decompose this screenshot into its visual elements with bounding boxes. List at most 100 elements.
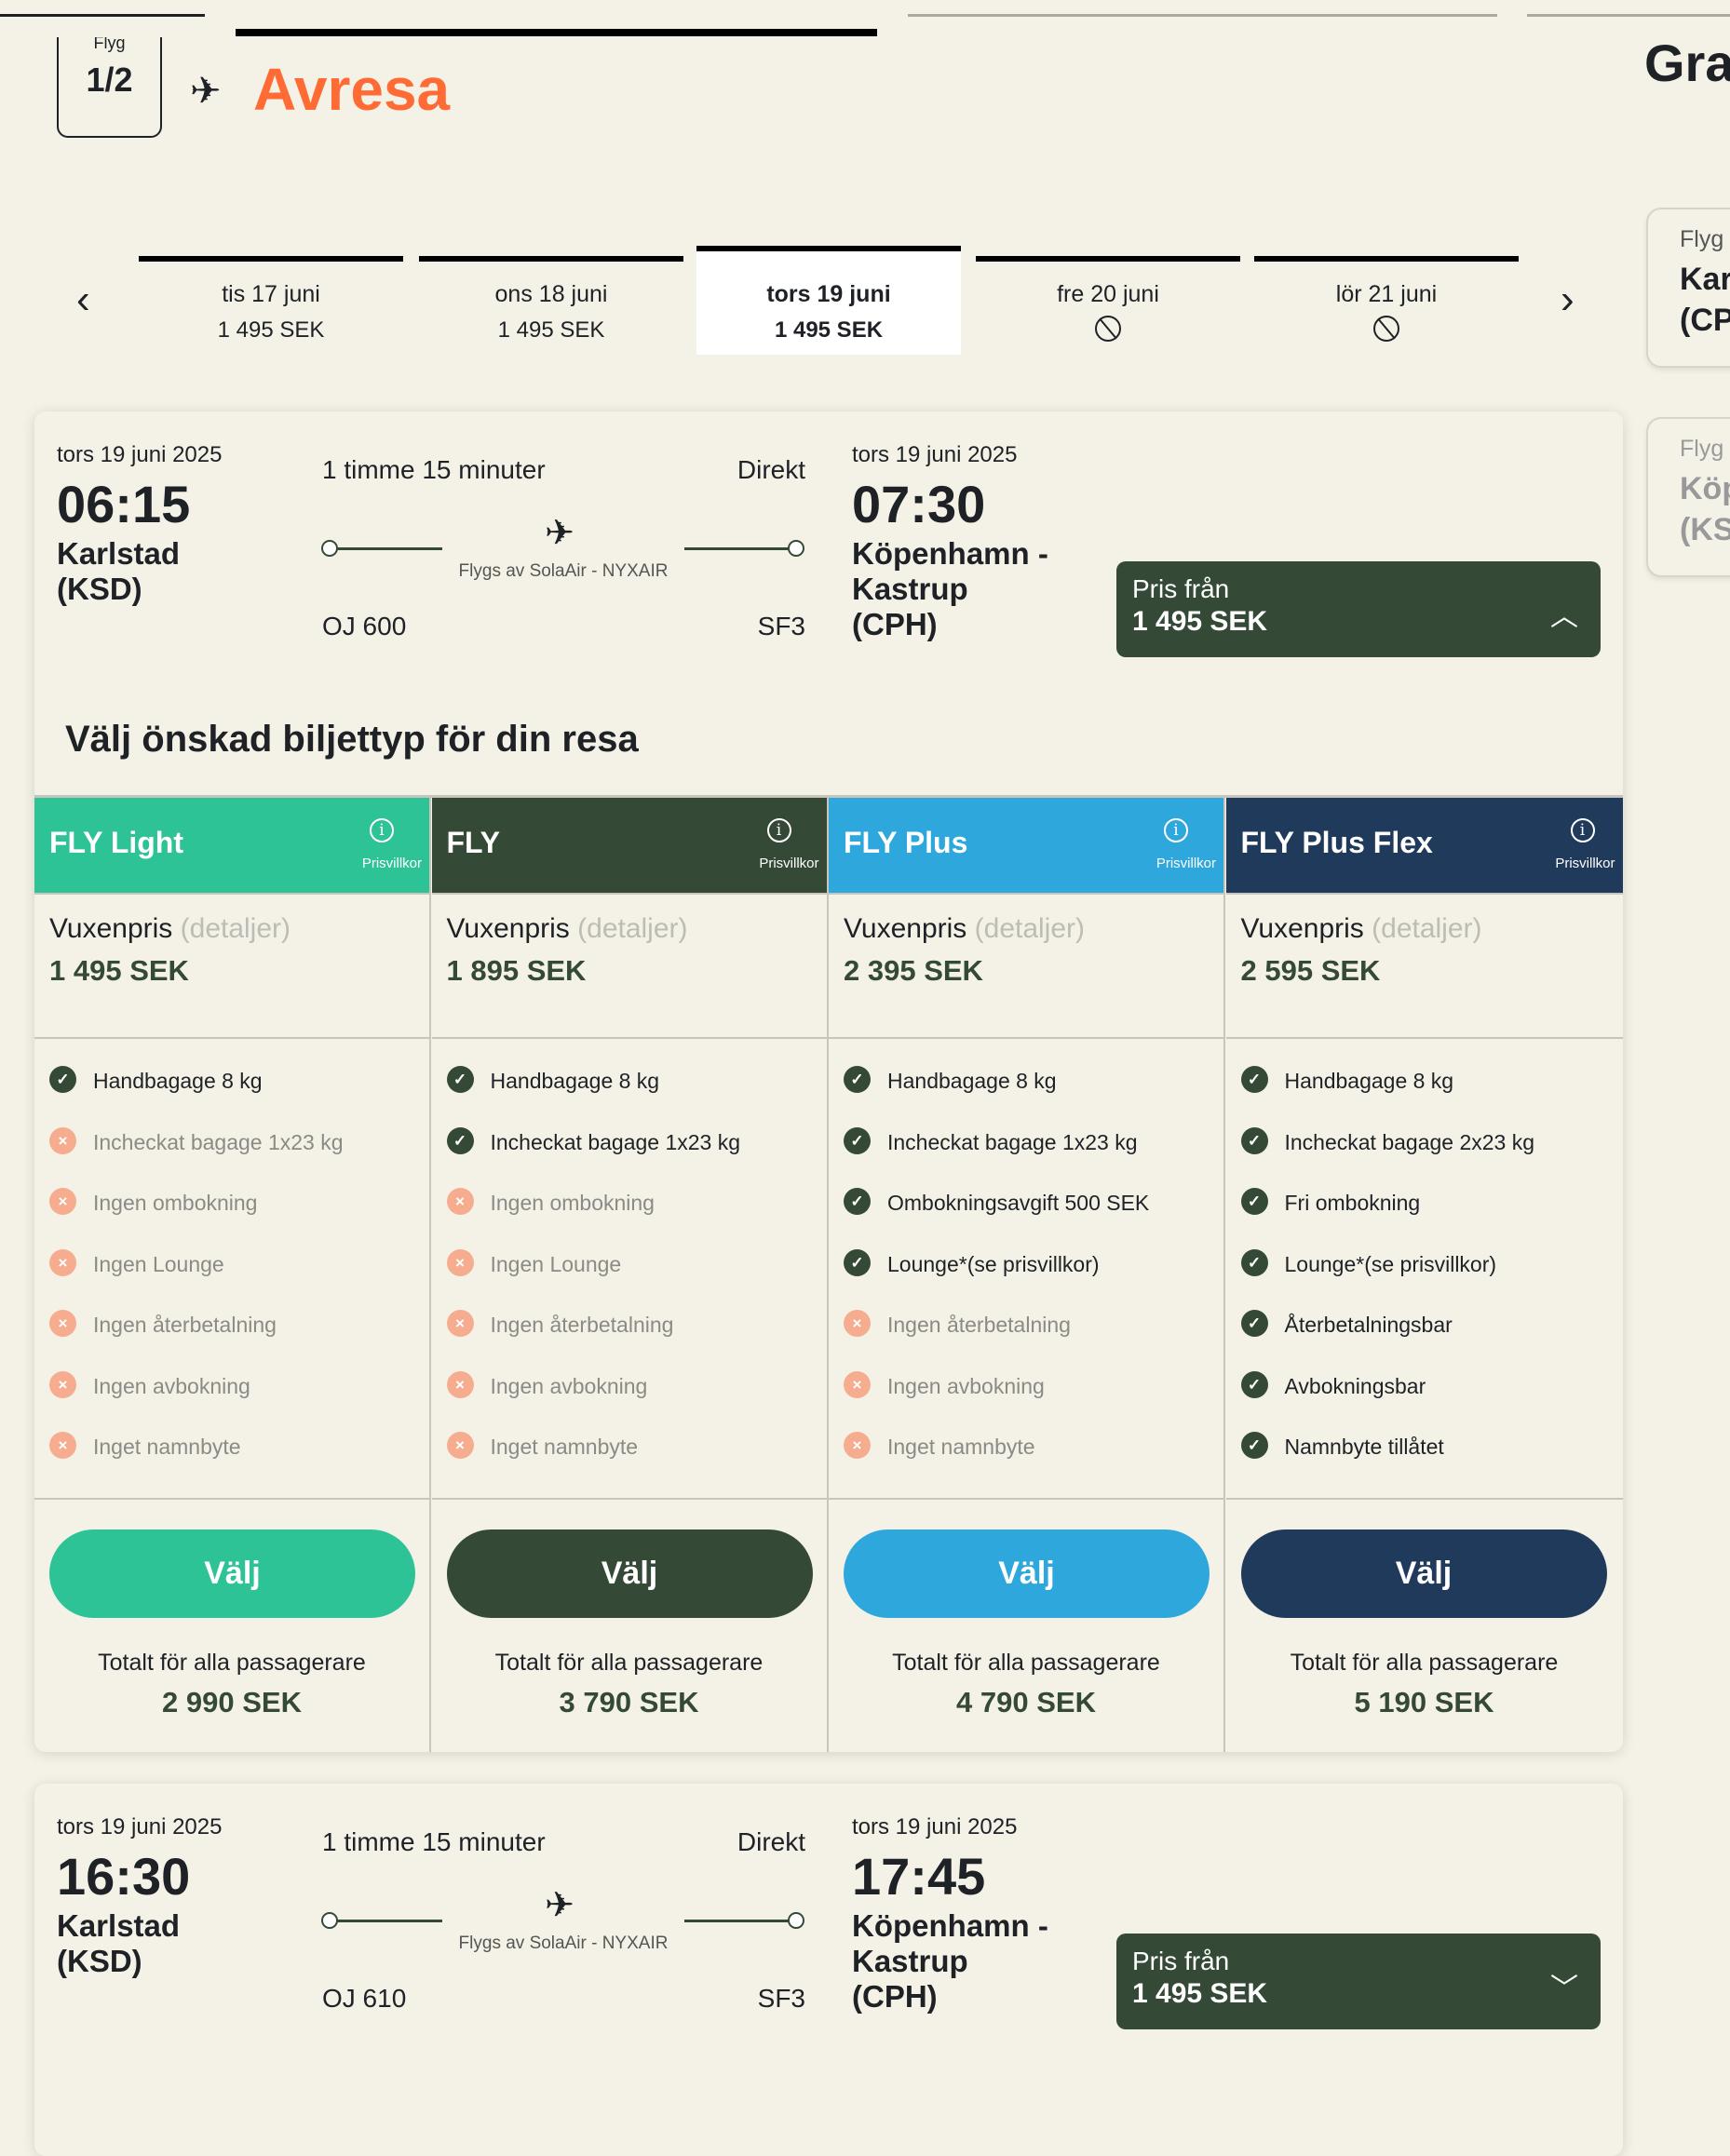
feature-text: Ingen Lounge xyxy=(93,1251,224,1276)
plane-icon: ✈ xyxy=(545,514,574,553)
fare-column: FLY i Prisvillkor Vuxenpris (detaljer) 1… xyxy=(431,798,829,1752)
check-circle-icon: ✓ xyxy=(1240,1310,1268,1337)
arrival-city: Köpenhamn - xyxy=(852,1908,1048,1943)
x-circle-icon: × xyxy=(844,1310,871,1337)
departure-city: Karlstad xyxy=(57,1908,181,1943)
feature-text: Ingen ombokning xyxy=(93,1191,258,1215)
x-circle-icon: × xyxy=(49,1188,76,1215)
prev-dates-chevron-left-icon[interactable]: ‹ xyxy=(76,276,90,322)
date-tab-date: lör 21 juni xyxy=(1335,281,1438,307)
summary-route: Kar xyxy=(1680,262,1730,297)
page-title: Avresa xyxy=(253,56,451,123)
price-from-button[interactable]: Pris från 1 495 SEK ︿ xyxy=(1116,561,1601,657)
flight-index-badge: Flyg 1/2 xyxy=(57,37,162,138)
fare-header: FLY Plus Flex i Prisvillkor xyxy=(1225,798,1623,893)
select-fare-button[interactable]: Välj xyxy=(1240,1529,1607,1618)
select-fare-button[interactable]: Välj xyxy=(49,1529,415,1618)
check-circle-icon: ✓ xyxy=(1240,1370,1268,1398)
total-price: 4 790 SEK xyxy=(956,1686,1096,1718)
date-tab[interactable]: fre 20 juni xyxy=(976,256,1240,355)
x-circle-icon: × xyxy=(49,1310,76,1337)
adult-price-label: Vuxenpris xyxy=(1240,913,1364,944)
x-circle-icon: × xyxy=(49,1126,76,1154)
x-circle-icon: × xyxy=(49,1370,76,1398)
departure-city: Karlstad xyxy=(57,536,181,571)
arrival-code: (CPH) xyxy=(852,1979,938,2014)
x-circle-icon: × xyxy=(446,1432,474,1459)
feature-text: Ingen återbetalning xyxy=(490,1313,674,1337)
details-link[interactable]: (detaljer) xyxy=(180,913,291,944)
stops: Direkt xyxy=(737,455,805,484)
price-from-button[interactable]: Pris från 1 495 SEK ﹀ xyxy=(1116,1934,1601,2029)
date-tab[interactable]: tors 19 juni 1 495 SEK xyxy=(696,246,961,355)
info-icon[interactable]: i xyxy=(1570,818,1595,842)
check-circle-icon: ✓ xyxy=(1240,1248,1268,1276)
fare-feature: × Ingen avbokning xyxy=(34,1370,429,1435)
operator: Flygs av SolaAir - NYXAIR xyxy=(458,1934,669,1953)
check-circle-icon: ✓ xyxy=(1240,1066,1268,1093)
fare-features: ✓ Handbagage 8 kg ✓ Incheckat bagage 1x2… xyxy=(829,1039,1223,1500)
check-circle-icon: ✓ xyxy=(1240,1126,1268,1154)
feature-text: Ingen avbokning xyxy=(93,1373,250,1398)
feature-text: Handbagage 8 kg xyxy=(887,1069,1057,1093)
date-tab-price: 1 495 SEK xyxy=(497,317,605,343)
fare-feature: × Ingen ombokning xyxy=(34,1188,429,1252)
fare-column: FLY Light i Prisvillkor Vuxenpris (detal… xyxy=(34,798,431,1752)
info-icon[interactable]: i xyxy=(766,818,791,842)
fare-feature: ✓ Incheckat bagage 2x23 kg xyxy=(1226,1126,1623,1192)
date-tab-price: 1 495 SEK xyxy=(217,317,325,343)
arrival-city: Köpenhamn - xyxy=(852,536,1048,571)
fare-feature: ✓ Fri ombokning xyxy=(1226,1188,1623,1252)
feature-text: Ombokningsavgift 500 SEK xyxy=(887,1191,1150,1215)
plane-icon: ✈ xyxy=(190,71,222,112)
details-link[interactable]: (detaljer) xyxy=(577,913,688,944)
flight-summary-card[interactable]: Flyg Köp (KS xyxy=(1646,417,1730,577)
duration: 1 timme 15 minuter xyxy=(322,455,546,484)
fare-features: ✓ Handbagage 8 kg × Incheckat bagage 1x2… xyxy=(34,1039,429,1500)
check-circle-icon: ✓ xyxy=(49,1066,76,1093)
progress-step-1 xyxy=(0,14,205,17)
aircraft-type: SF3 xyxy=(757,1984,805,2013)
price-from-label: Pris från xyxy=(1132,574,1230,603)
departure-dot xyxy=(321,540,338,557)
duration: 1 timme 15 minuter xyxy=(322,1827,546,1856)
route-line xyxy=(337,1920,442,1922)
feature-text: Inget namnbyte xyxy=(490,1435,639,1459)
info-icon[interactable]: i xyxy=(1164,818,1188,842)
x-circle-icon: × xyxy=(844,1432,871,1459)
date-tab[interactable]: lör 21 juni xyxy=(1254,256,1519,355)
date-tab[interactable]: tis 17 juni 1 495 SEK xyxy=(139,256,403,355)
date-tab-date: tors 19 juni xyxy=(766,281,891,307)
info-icon[interactable]: i xyxy=(370,818,394,842)
fare-feature: ✓ Lounge*(se prisvillkor) xyxy=(829,1248,1223,1314)
arrival-code: (CPH) xyxy=(852,607,938,641)
date-tab-date: ons 18 juni xyxy=(494,281,608,307)
fare-features: ✓ Handbagage 8 kg ✓ Incheckat bagage 1x2… xyxy=(431,1039,827,1500)
no-flights-icon xyxy=(1373,316,1399,342)
price-terms-link[interactable]: Prisvillkor xyxy=(1156,856,1216,871)
date-tab[interactable]: ons 18 juni 1 495 SEK xyxy=(419,256,683,355)
fare-features: ✓ Handbagage 8 kg ✓ Incheckat bagage 2x2… xyxy=(1225,1039,1623,1500)
date-tab-date: tis 17 juni xyxy=(222,281,320,307)
fare-heading: Välj önskad biljettyp för din resa xyxy=(65,719,639,760)
fare-feature: × Ingen Lounge xyxy=(34,1248,429,1314)
fare-name: FLY xyxy=(446,826,501,859)
flight-summary-card[interactable]: Flyg Kar (CP xyxy=(1646,208,1730,368)
select-fare-button[interactable]: Välj xyxy=(844,1529,1210,1618)
details-link[interactable]: (detaljer) xyxy=(1372,913,1482,944)
fare-feature: ✓ Lounge*(se prisvillkor) xyxy=(1226,1248,1623,1314)
details-link[interactable]: (detaljer) xyxy=(974,913,1086,944)
price-terms-link[interactable]: Prisvillkor xyxy=(1555,856,1615,871)
next-dates-chevron-right-icon[interactable]: › xyxy=(1561,276,1575,322)
price-terms-link[interactable]: Prisvillkor xyxy=(361,856,422,871)
feature-text: Incheckat bagage 1x23 kg xyxy=(490,1129,741,1154)
departure-time: 16:30 xyxy=(57,1847,191,1906)
chevron-down-icon: ﹀ xyxy=(1550,1974,1578,2004)
feature-text: Ingen ombokning xyxy=(490,1191,655,1215)
total-price: 5 190 SEK xyxy=(1354,1686,1494,1718)
x-circle-icon: × xyxy=(446,1248,474,1276)
price-terms-link[interactable]: Prisvillkor xyxy=(759,856,819,871)
total-price: 3 790 SEK xyxy=(559,1686,699,1718)
select-fare-button[interactable]: Välj xyxy=(446,1529,813,1618)
x-circle-icon: × xyxy=(446,1188,474,1215)
